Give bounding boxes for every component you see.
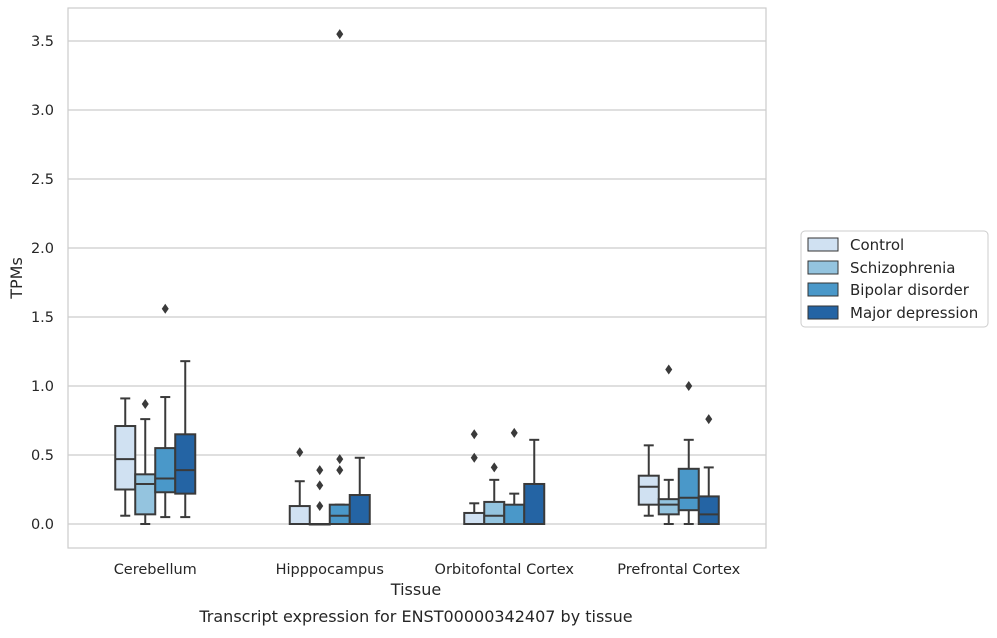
outlier-point	[470, 429, 478, 440]
box-iqr	[154, 447, 177, 494]
box-iqr	[328, 503, 351, 525]
box-iqr	[348, 494, 371, 525]
box-group	[114, 397, 137, 517]
y-tick-labels: 0.0 0.5 1.0 1.5 2.0 2.5 3.0 3.5	[31, 34, 54, 533]
outlier-point	[141, 398, 149, 409]
y-tick-label: 2.0	[31, 241, 54, 257]
box-iqr	[697, 495, 720, 525]
x-tick-label: Orbitofontal Cortex	[435, 562, 575, 578]
box-group	[463, 429, 486, 526]
legend-swatch-bipolar-disorder	[807, 282, 839, 297]
legend-frame	[800, 230, 989, 328]
boxplots	[114, 29, 720, 526]
outlier-point	[316, 501, 324, 512]
outlier-point	[490, 462, 498, 473]
outlier-point	[510, 427, 518, 438]
legend-swatch-major-depression	[807, 305, 839, 320]
box-iqr	[134, 473, 157, 516]
outlier-point	[296, 447, 304, 458]
x-tick-label: Cerebellum	[114, 562, 197, 578]
y-axis-label: TPMs	[7, 257, 26, 300]
y-tick-label: 0.0	[31, 517, 54, 533]
outlier-point	[665, 364, 673, 375]
legend-swatch-schizophrenia	[807, 260, 839, 275]
outlier-point	[336, 29, 344, 40]
outlier-point	[685, 381, 693, 391]
legend-label-bipolar-disorder: Bipolar disorder	[850, 281, 970, 299]
box-group	[174, 360, 197, 519]
box-group	[308, 465, 331, 526]
box-group	[697, 414, 720, 525]
outlier-point	[161, 303, 169, 314]
box-group	[134, 398, 157, 525]
box-group	[154, 303, 177, 519]
x-tick-labels: Cerebellum Hipppocampus Orbitofontal Corte…	[114, 562, 741, 578]
box-group	[523, 438, 546, 526]
x-axis-label: Tissue	[390, 580, 441, 599]
outlier-point	[336, 454, 344, 465]
box-iqr	[174, 433, 197, 495]
legend-label-major-depression: Major depression	[850, 304, 978, 322]
outlier-point	[470, 452, 478, 463]
box-iqr	[114, 425, 137, 491]
chart-caption: Transcript expression for ENST0000034240…	[198, 607, 632, 626]
box-group	[637, 444, 660, 517]
box-iqr	[483, 500, 506, 526]
outlier-point	[705, 414, 713, 425]
box-iqr	[288, 505, 311, 525]
outlier-point	[336, 465, 344, 476]
outlier-point	[316, 465, 324, 476]
legend-swatch-control	[807, 237, 839, 252]
y-tick-label: 3.0	[31, 103, 54, 119]
box-group	[677, 381, 700, 525]
outlier-point	[316, 480, 324, 491]
legend: Control Schizophrenia Bipolar disorder M…	[800, 230, 989, 328]
box-group	[288, 447, 311, 525]
box-group	[348, 456, 371, 525]
legend-label-schizophrenia: Schizophrenia	[850, 259, 955, 277]
legend-label-control: Control	[850, 236, 904, 254]
y-tick-label: 0.5	[31, 448, 54, 464]
box-iqr	[503, 503, 526, 525]
box-group	[503, 427, 526, 525]
box-iqr	[677, 467, 700, 512]
box-iqr	[523, 482, 546, 526]
y-tick-label: 1.0	[31, 379, 54, 395]
y-tick-label: 3.5	[31, 34, 54, 50]
x-tick-label: Prefrontal Cortex	[617, 562, 740, 578]
y-tick-label: 1.5	[31, 310, 54, 326]
box-iqr	[657, 498, 680, 516]
box-iqr	[637, 474, 660, 506]
box-iqr	[463, 511, 486, 526]
x-tick-label: Hipppocampus	[276, 562, 384, 578]
y-tick-label: 2.5	[31, 172, 54, 188]
